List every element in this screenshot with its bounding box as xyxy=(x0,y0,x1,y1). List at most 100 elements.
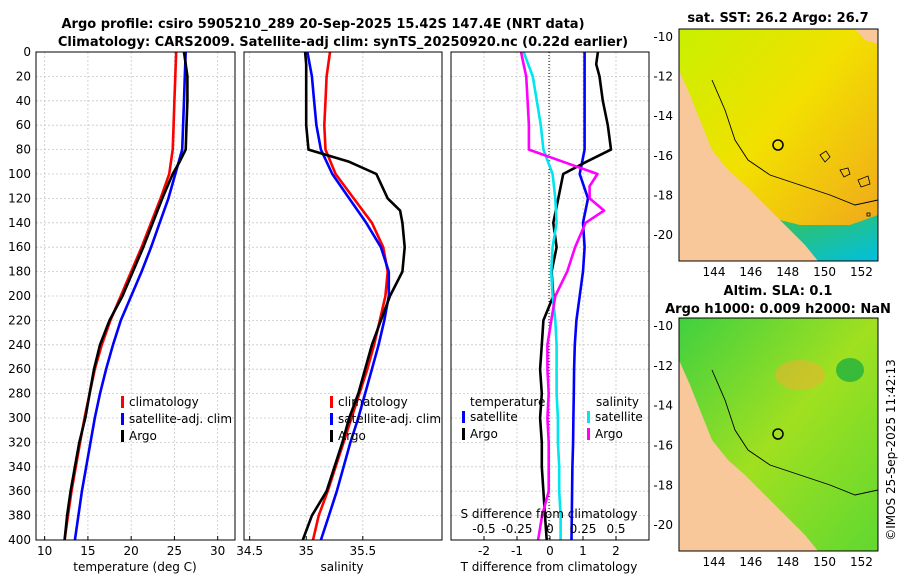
s-tick-label: 0.25 xyxy=(570,522,597,536)
sla-high-anomaly xyxy=(775,360,825,390)
legend-s-argo-label: Argo xyxy=(595,427,623,441)
salinity-x-label: salinity xyxy=(320,560,363,574)
temperature-panel: 0 20 40 60 80 100 120 140 160 180 200 220 240 260 280 3… xyxy=(8,45,236,574)
depth-tick-label: 60 xyxy=(16,118,31,132)
depth-tick-label: 40 xyxy=(16,94,31,108)
difference-x-label: T difference from climatology xyxy=(460,560,638,574)
argo-location-marker xyxy=(772,428,784,440)
legend-argo-swatch xyxy=(121,430,124,442)
series-t-satellite xyxy=(570,52,590,540)
depth-tick-label: 20 xyxy=(16,69,31,83)
lat-tick-label: -18 xyxy=(653,478,673,492)
series-s-satellite xyxy=(522,52,562,540)
salinity-lines xyxy=(301,52,407,540)
temperature-lines xyxy=(63,52,189,540)
s-difference-tick-labels: -0.5 -0.25 0 0.25 0.5 xyxy=(472,522,625,536)
s-tick-label: 0 xyxy=(546,522,554,536)
figure-title-line2: Climatology: CARS2009. Satellite-adj cli… xyxy=(58,35,628,50)
depth-tick-label: 260 xyxy=(8,362,31,376)
depth-tick-label: 80 xyxy=(16,143,31,157)
s-tick-label: 0.5 xyxy=(606,522,625,536)
s-difference-label: S difference from climatology xyxy=(461,507,638,521)
legend-s-satellite-label: satellite xyxy=(595,410,643,424)
series-argo xyxy=(63,52,189,540)
x-tick-label: 20 xyxy=(124,544,139,558)
sst-map-title: sat. SST: 26.2 Argo: 26.7 xyxy=(687,11,868,26)
legend-argo-label: Argo xyxy=(129,429,157,443)
sla-map: Altim. SLA: 0.1 Argo h1000: 0.009 h2000:… xyxy=(653,284,890,569)
land-mass-north xyxy=(855,29,878,44)
sla-lon-tick-labels: 144 146 148 150 152 xyxy=(703,555,873,569)
sla-map-title-line2: Argo h1000: 0.009 h2000: NaN xyxy=(665,302,891,317)
legend-t-argo-swatch xyxy=(462,428,465,440)
s-tick-label: -0.25 xyxy=(501,522,532,536)
depth-tick-label: 360 xyxy=(8,484,31,498)
temperature-x-label: temperature (deg C) xyxy=(73,560,196,574)
salinity-panel: 34.5 35 35.5 salinity climatology satellit… xyxy=(236,51,443,574)
lon-tick-label: 152 xyxy=(850,265,873,279)
depth-tick-label: 380 xyxy=(8,509,31,523)
lon-tick-label: 148 xyxy=(776,555,799,569)
depth-tick-label: 100 xyxy=(8,167,31,181)
land-mass xyxy=(679,70,818,261)
temperature-grid xyxy=(36,51,235,541)
depth-tick-label: 340 xyxy=(8,460,31,474)
x-tick-label: 15 xyxy=(80,544,95,558)
lon-tick-label: 144 xyxy=(703,265,726,279)
depth-tick-label: 240 xyxy=(8,338,31,352)
salinity-axes-frame xyxy=(243,51,443,541)
x-tick-label: -1 xyxy=(511,544,523,558)
legend-argo-swatch xyxy=(330,430,333,442)
lon-tick-label: 148 xyxy=(776,265,799,279)
legend-t-satellite-label: satellite xyxy=(470,410,518,424)
depth-tick-label: 400 xyxy=(8,533,31,547)
difference-legend: temperature satellite Argo salinity sate… xyxy=(462,395,643,441)
lon-tick-label: 152 xyxy=(850,555,873,569)
x-tick-label: -2 xyxy=(478,544,490,558)
depth-tick-label: 120 xyxy=(8,191,31,205)
depth-tick-label: 0 xyxy=(23,45,31,59)
difference-panel: -2 -1 0 1 2 T difference from climatology S … xyxy=(450,51,650,574)
x-tick-label: 34.5 xyxy=(236,544,263,558)
lat-tick-label: -12 xyxy=(653,70,673,84)
lat-tick-label: -20 xyxy=(653,518,673,532)
legend-argo-label: Argo xyxy=(338,429,366,443)
sla-map-frame xyxy=(678,317,879,552)
depth-tick-label: 140 xyxy=(8,216,31,230)
temperature-x-tick-labels: 10 15 20 25 30 xyxy=(37,536,225,558)
x-tick-label: 0 xyxy=(546,544,554,558)
bathymetry-contour xyxy=(711,79,878,206)
depth-tick-label: 320 xyxy=(8,435,31,449)
lat-tick-label: -20 xyxy=(653,228,673,242)
legend-climatology-swatch xyxy=(330,396,333,408)
lat-tick-label: -18 xyxy=(653,189,673,203)
temperature-legend: climatology satellite-adj. clim Argo xyxy=(121,395,232,443)
legend-t-argo-label: Argo xyxy=(470,427,498,441)
legend-t-satellite-swatch xyxy=(462,411,465,423)
sst-map-frame xyxy=(678,28,879,262)
legend-climatology-label: climatology xyxy=(338,395,408,409)
lon-tick-label: 144 xyxy=(703,555,726,569)
depth-tick-label: 200 xyxy=(8,289,31,303)
depth-tick-label: 220 xyxy=(8,313,31,327)
reef-outlines xyxy=(819,150,871,217)
x-tick-label: 35 xyxy=(299,544,314,558)
depth-tick-label: 180 xyxy=(8,265,31,279)
sla-low-anomaly xyxy=(836,358,864,382)
salinity-legend: climatology satellite-adj. clim Argo xyxy=(330,395,441,443)
x-tick-label: 10 xyxy=(37,544,52,558)
series-satellite-adj-clim xyxy=(73,52,187,540)
s-tick-label: -0.5 xyxy=(472,522,495,536)
series-s-argo xyxy=(519,52,606,540)
lon-tick-label: 150 xyxy=(813,265,836,279)
sst-map: sat. SST: 26.2 Argo: 26.7 -10-12-14-16-1… xyxy=(653,11,879,279)
sst-lat-tick-labels: -10 -12 -14 -16 -18 -20 xyxy=(653,30,673,242)
lon-tick-label: 146 xyxy=(739,555,762,569)
legend-climatology-swatch xyxy=(121,396,124,408)
lon-tick-label: 146 xyxy=(739,265,762,279)
x-tick-label: 35.5 xyxy=(349,544,376,558)
legend-s-satellite-swatch xyxy=(587,411,590,423)
legend-s-argo-swatch xyxy=(587,428,590,440)
lon-tick-label: 150 xyxy=(813,555,836,569)
